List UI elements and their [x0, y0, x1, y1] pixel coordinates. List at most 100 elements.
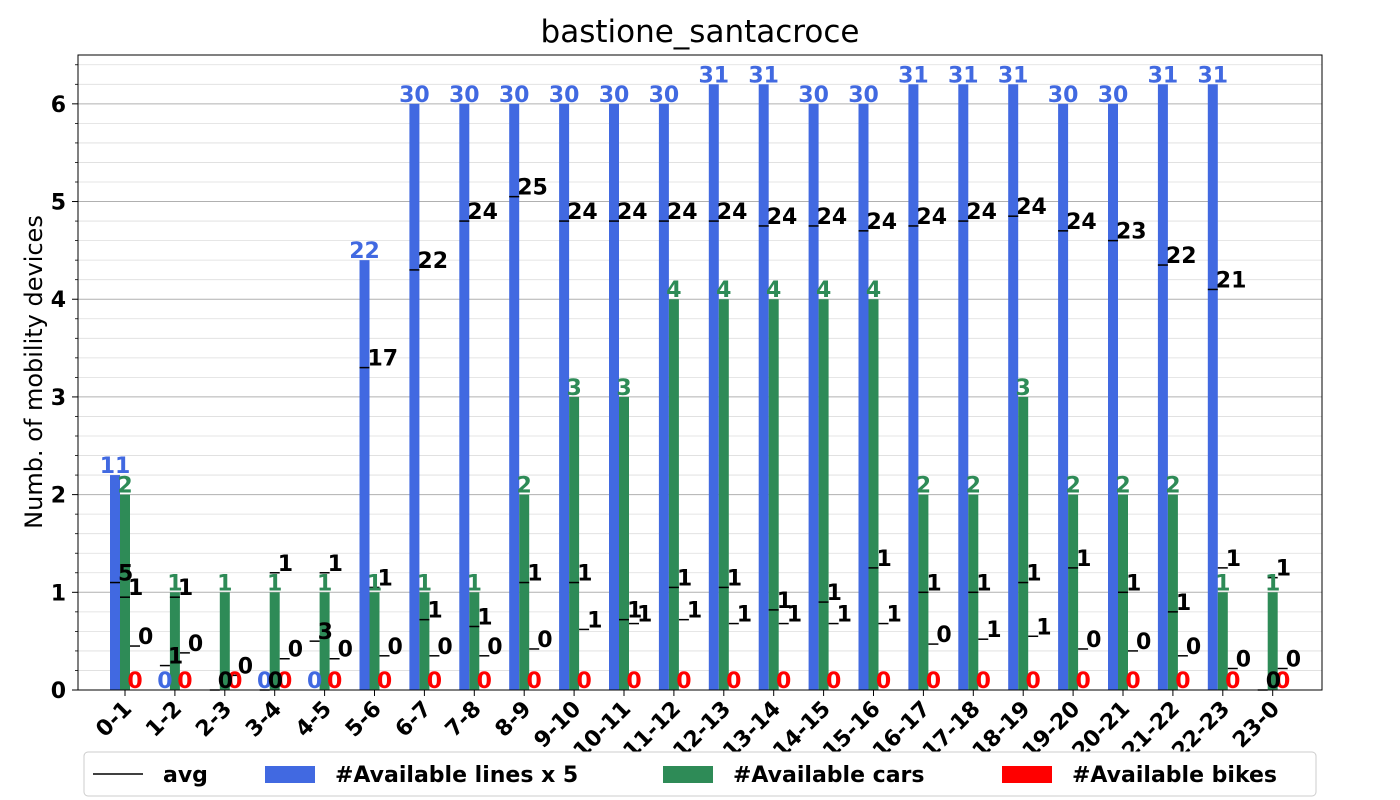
legend: avg #Available lines x 5 #Available cars…	[83, 751, 1317, 797]
cars-value-label: 3	[616, 376, 631, 401]
cars-value-label: 1	[1265, 571, 1280, 596]
lines-bar	[708, 84, 719, 691]
cars-bar	[1267, 592, 1278, 690]
avg-cars-label: 1	[378, 566, 393, 591]
avg-lines-label: 24	[667, 200, 698, 225]
lines-value-label: 30	[1048, 83, 1079, 108]
cars-value-label: 1	[317, 571, 332, 596]
bikes-value-label: 0	[926, 669, 941, 694]
avg-cars-label: 1	[627, 599, 642, 624]
lines-bar	[609, 103, 619, 691]
avg-lines-label: 22	[417, 249, 448, 274]
bikes-value-label: 0	[1175, 669, 1190, 694]
cars-bar	[469, 592, 480, 690]
avg-cars-label: 1	[477, 606, 492, 631]
cars-value-label: 2	[966, 474, 981, 499]
avg-bikes-label: 1	[687, 599, 702, 624]
bikes-value-label: 0	[1075, 669, 1090, 694]
avg-lines-label: 24	[1016, 195, 1047, 220]
avg-cars-label: 1	[877, 547, 892, 572]
bikes-value-label: 0	[277, 669, 292, 694]
avg-cars-label: 1	[976, 571, 991, 596]
cars-value-label: 1	[417, 571, 432, 596]
lines-value-label: 30	[798, 83, 829, 108]
avg-bikes-label: 0	[1136, 630, 1151, 655]
cars-bar	[269, 592, 280, 690]
lines-bar	[1058, 103, 1069, 691]
avg-bikes-label: 0	[1236, 648, 1251, 673]
legend-lines-label: #Available lines x 5	[335, 763, 578, 788]
avg-lines-label: 24	[617, 200, 648, 225]
cars-bar	[818, 299, 829, 690]
y-tick-label: 4	[51, 288, 66, 313]
cars-value-label: 2	[1115, 474, 1130, 499]
avg-cars-label: 1	[677, 566, 692, 591]
lines-value-label: 30	[599, 83, 630, 108]
y-tick-label: 0	[51, 679, 66, 704]
chart-title: bastione_santacroce	[541, 14, 860, 50]
bikes-value-label: 0	[676, 669, 691, 694]
x-tick-label: 23-0	[1228, 697, 1285, 754]
lines-value-label: 30	[449, 83, 480, 108]
avg-cars-label: 1	[1076, 547, 1091, 572]
cars-bar	[619, 396, 629, 690]
avg-cars-label: 1	[178, 576, 193, 601]
y-tick-label: 1	[51, 581, 66, 606]
x-tick-label: 5-6	[341, 697, 387, 743]
avg-lines-label: 24	[767, 205, 798, 230]
legend-lines-swatch	[265, 766, 315, 783]
bikes-value-label: 0	[626, 669, 641, 694]
cars-bar	[1167, 494, 1178, 690]
avg-bikes-label: 0	[338, 638, 353, 663]
lines-value-label: 31	[1148, 63, 1179, 88]
cars-bar	[1068, 494, 1079, 690]
avg-lines-label: 24	[867, 210, 898, 235]
avg-cars-label: 1	[777, 589, 792, 614]
cars-value-label: 3	[566, 376, 581, 401]
avg-lines-label: 0	[1266, 669, 1281, 694]
lines-value-label: 30	[649, 83, 680, 108]
cars-bar	[219, 592, 230, 690]
cars-bar	[668, 299, 679, 690]
cars-bar	[319, 592, 330, 690]
lines-bar	[509, 103, 520, 691]
avg-cars-label: 1	[1226, 547, 1241, 572]
lines-bar	[1108, 103, 1118, 691]
bikes-value-label: 0	[527, 669, 542, 694]
avg-bikes-label: 0	[1086, 628, 1101, 653]
bars	[110, 84, 1278, 691]
cars-bar	[868, 299, 879, 690]
bikes-value-label: 0	[127, 669, 142, 694]
avg-lines-label: 24	[1066, 210, 1097, 235]
avg-cars-label: 1	[328, 552, 343, 577]
lines-value-label: 30	[1098, 83, 1129, 108]
cars-value-label: 2	[916, 474, 931, 499]
y-axis-label: Numb. of mobility devices	[20, 215, 48, 529]
avg-bikes-label: 1	[737, 603, 752, 628]
avg-cars-label: 1	[128, 576, 143, 601]
cars-value-label: 1	[267, 571, 282, 596]
bikes-value-label: 0	[477, 669, 492, 694]
avg-lines-label: 5	[118, 562, 133, 587]
cars-bar	[519, 494, 530, 690]
lines-bar	[908, 84, 919, 691]
cars-value-label: 4	[766, 278, 781, 303]
cars-value-label: 4	[716, 278, 731, 303]
avg-bikes-label: 0	[1186, 635, 1201, 660]
avg-lines-label: 0	[218, 669, 233, 694]
lines-value-label: 31	[948, 63, 979, 88]
avg-bikes-label: 1	[837, 603, 852, 628]
cars-value-label: 3	[1016, 376, 1031, 401]
lines-bar	[409, 103, 420, 691]
lines-value-label: 22	[349, 239, 380, 264]
cars-bar	[120, 494, 130, 690]
cars-value-label: 2	[1165, 474, 1180, 499]
lines-bar	[1207, 84, 1218, 691]
cars-bar	[768, 299, 779, 690]
bikes-value-label: 0	[1225, 669, 1240, 694]
lines-bar	[658, 103, 669, 691]
avg-lines-label: 24	[567, 200, 598, 225]
avg-bikes-label: 0	[487, 635, 502, 660]
bikes-value-label: 0	[1026, 669, 1041, 694]
lines-bar	[359, 260, 370, 690]
